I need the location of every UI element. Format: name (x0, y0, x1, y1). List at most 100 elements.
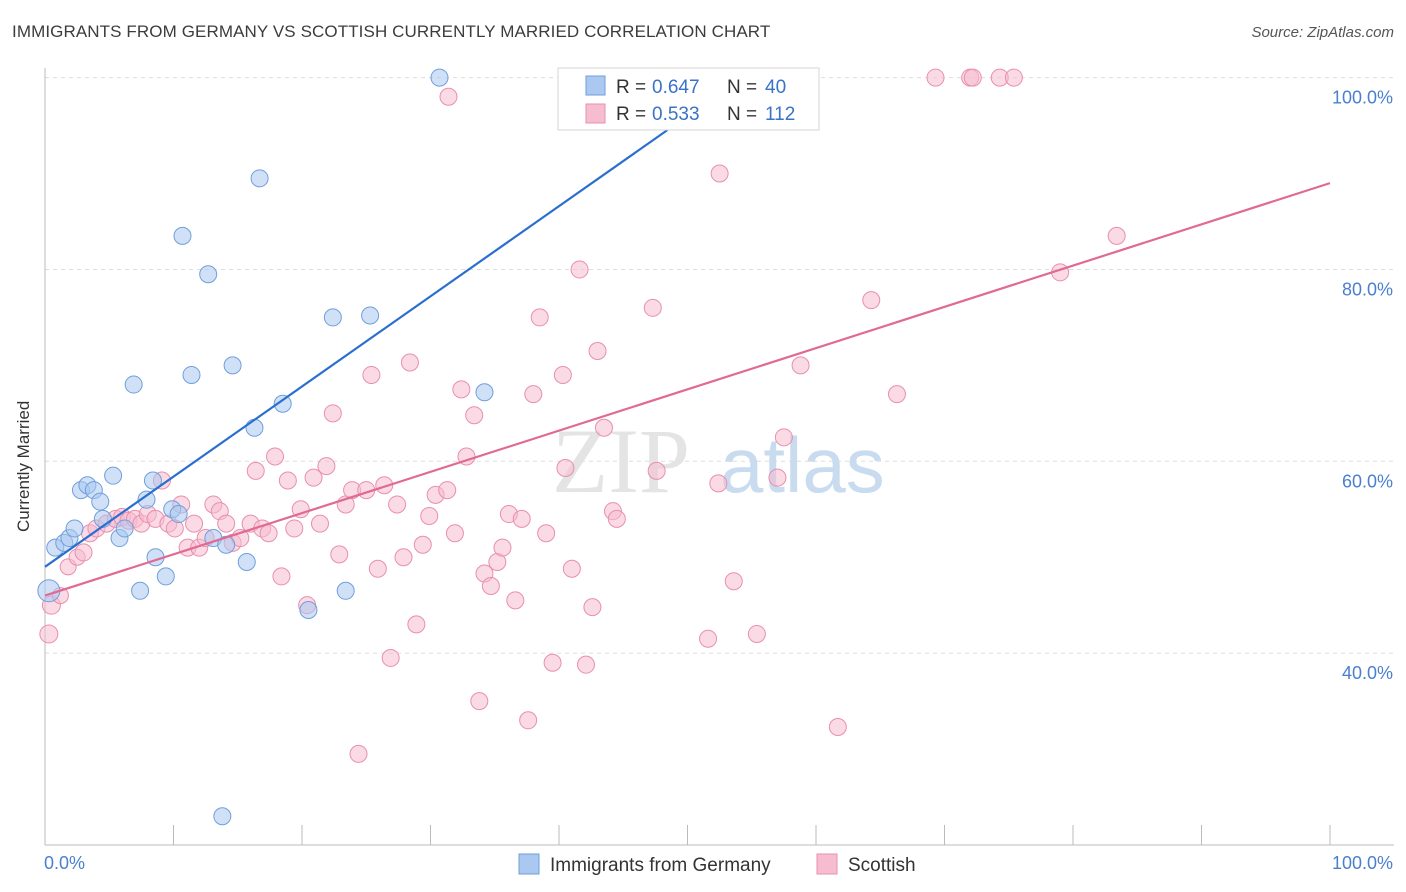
scottish-point-82 (576, 655, 595, 674)
germany-point-30 (273, 394, 292, 413)
scottish-point-93 (724, 572, 743, 591)
germany-point-29 (250, 169, 269, 188)
scottish-point-84 (588, 341, 607, 360)
scottish-point-21 (185, 514, 204, 533)
scottish-point-100 (887, 385, 906, 404)
scottish-point-33 (266, 447, 285, 466)
y-tick-label-100: 100.0% (1332, 88, 1393, 108)
scottish-point-39 (304, 468, 323, 487)
scottish-point-57 (420, 506, 439, 525)
watermark: ZIP atlas (552, 410, 885, 512)
source-label: Source: ZipAtlas.com (1251, 24, 1394, 41)
scottish-point-77 (543, 653, 562, 672)
scottish-point-87 (607, 509, 626, 528)
bottom-legend-label-scottish: Scottish (848, 855, 916, 876)
y-tick-label-60: 60.0% (1342, 471, 1393, 491)
scottish-point-50 (375, 476, 394, 495)
scottish-point-96 (774, 428, 793, 447)
scottish-point-64 (465, 406, 484, 425)
scottish-point-78 (553, 365, 572, 384)
scottish-point-92 (710, 164, 729, 183)
germany-point-13 (124, 375, 143, 394)
scottish-points (39, 68, 1126, 763)
scottish-point-89 (647, 461, 666, 480)
scottish-point-53 (394, 548, 413, 567)
scottish-point-67 (481, 577, 500, 595)
y-axis-label: Currently Married (14, 400, 33, 532)
scottish-point-59 (438, 481, 457, 500)
axes (44, 68, 1394, 846)
scottish-point-49 (368, 559, 387, 578)
y-tick-label-80: 80.0% (1342, 279, 1393, 299)
scottish-point-5 (74, 543, 93, 562)
scottish-point-76 (537, 524, 556, 543)
scottish-point-26 (217, 514, 236, 533)
scottish-point-55 (407, 615, 426, 634)
germany-point-20 (169, 505, 188, 524)
chart-title: IMMIGRANTS FROM GERMANY VS SCOTTISH CURR… (12, 22, 771, 41)
legend-r-value-1: 0.647 (652, 77, 700, 98)
germany-point-4 (65, 519, 84, 538)
scottish-point-52 (388, 495, 407, 514)
scottish-point-36 (285, 519, 304, 538)
germany-point-36 (475, 383, 494, 402)
scottish-point-85 (594, 418, 613, 437)
scottish-point-37 (291, 500, 310, 519)
scottish-trend-line (44, 182, 1331, 597)
germany-point-22 (182, 365, 201, 384)
germany-point-25 (217, 535, 236, 554)
germany-point-12 (115, 519, 134, 538)
bottom-legend-swatch-scottish (816, 853, 838, 875)
germany-point-14 (131, 581, 150, 600)
scottish-point-30 (246, 461, 265, 480)
scottish-point-34 (272, 567, 291, 586)
scottish-point-91 (709, 474, 728, 493)
legend-n-label-1: N = (727, 77, 757, 98)
scottish-point-88 (643, 298, 662, 317)
germany-point-21 (173, 226, 192, 245)
germany-point-28 (245, 418, 264, 437)
legend-r-value-2: 0.533 (652, 104, 700, 125)
scottish-point-71 (506, 591, 525, 610)
scottish-point-105 (1004, 68, 1023, 87)
germany-point-35 (430, 68, 449, 87)
germany-point-18 (156, 567, 175, 586)
scottish-point-94 (747, 624, 766, 643)
scottish-point-43 (330, 545, 349, 564)
germany-point-23 (199, 265, 218, 284)
watermark-zip: ZIP (552, 410, 690, 512)
germany-trend-line (44, 129, 669, 568)
legend-r-label-1: R = (616, 77, 646, 98)
scottish-point-42 (323, 404, 342, 423)
scottish-point-62 (452, 380, 471, 399)
scottish-point-90 (699, 629, 718, 648)
correlation-legend: R = 0.647 N = 40 R = 0.533 N = 112 (557, 67, 820, 131)
y-tick-label-40: 40.0% (1342, 663, 1393, 683)
scottish-point-54 (400, 353, 419, 372)
scottish-point-51 (381, 648, 400, 667)
scottish-point-95 (768, 468, 787, 487)
scottish-point-103 (963, 68, 982, 87)
scottish-point-81 (570, 260, 589, 279)
legend-n-value-1: 40 (765, 77, 786, 98)
scottish-point-46 (349, 744, 368, 763)
series-legend: Immigrants from Germany Scottish (518, 853, 916, 876)
germany-point-32 (323, 308, 342, 327)
scottish-point-80 (562, 559, 581, 578)
scottish-point-99 (862, 291, 881, 310)
scottish-point-79 (556, 459, 575, 478)
scottish-point-41 (317, 457, 336, 476)
scottish-point-56 (413, 535, 432, 554)
scottish-point-101 (926, 68, 945, 87)
germany-point-31 (299, 600, 318, 619)
scottish-point-83 (583, 598, 602, 617)
bottom-legend-label-germany: Immigrants from Germany (550, 855, 771, 876)
scottish-point-65 (470, 692, 489, 711)
bottom-legend-swatch-germany (518, 853, 540, 875)
germany-point-26 (223, 356, 242, 375)
legend-swatch-blue (585, 75, 606, 96)
scottish-point-69 (493, 538, 512, 557)
scottish-point-75 (530, 308, 549, 327)
scottish-point-61 (445, 524, 464, 543)
